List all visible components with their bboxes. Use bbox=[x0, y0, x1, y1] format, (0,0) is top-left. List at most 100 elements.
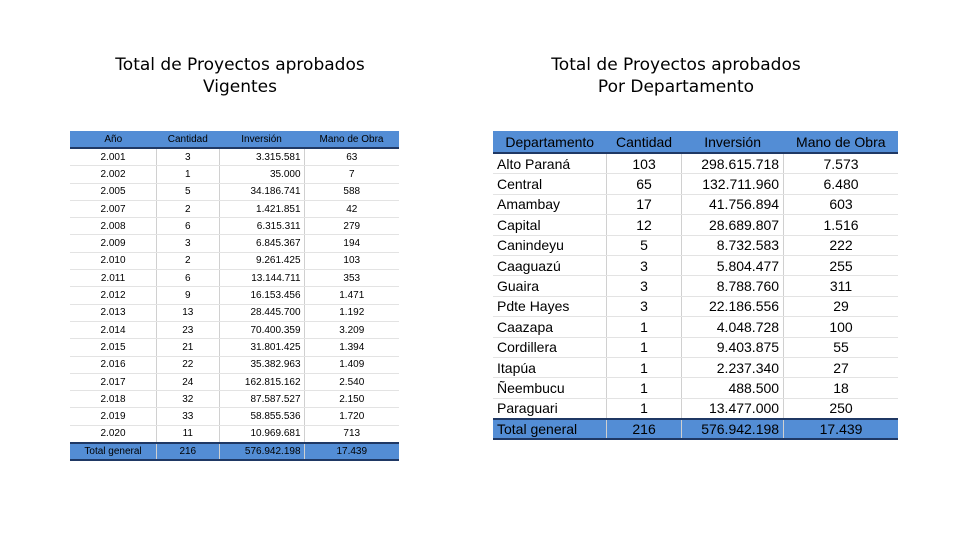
cell-quantity: 216 bbox=[156, 442, 220, 462]
cell-label: Amambay bbox=[493, 194, 607, 216]
cell-quantity: 1 bbox=[605, 316, 682, 338]
cell-labor: 2.540 bbox=[303, 373, 399, 392]
left-title-line1: Total de Proyectos aprobados bbox=[115, 55, 365, 75]
cell-labor: 1.720 bbox=[303, 407, 399, 426]
header-quantity: Cantidad bbox=[606, 131, 682, 154]
cell-investment: 31.801.425 bbox=[218, 338, 305, 357]
cell-label: Canindeyu bbox=[493, 235, 607, 256]
cell-investment: 8.788.760 bbox=[681, 275, 784, 297]
cell-labor: 63 bbox=[303, 148, 399, 167]
table-row: Guaira 3 8.788.760 311 bbox=[493, 275, 898, 297]
cell-investment: 5.804.477 bbox=[681, 255, 784, 277]
table-row: Caazapa 1 4.048.728 100 bbox=[493, 316, 898, 338]
cell-label: 2.018 bbox=[70, 390, 157, 409]
vigentes-table: Año Cantidad Inversión Mano de Obra 2.00… bbox=[70, 131, 399, 462]
cell-investment: 34.186.741 bbox=[218, 183, 305, 201]
cell-quantity: 11 bbox=[156, 425, 220, 444]
cell-label: 2.014 bbox=[70, 321, 157, 340]
cell-label: 2.010 bbox=[70, 252, 157, 271]
cell-labor: 588 bbox=[303, 183, 399, 201]
cell-label: 2.001 bbox=[70, 148, 157, 167]
cell-quantity: 2 bbox=[156, 252, 220, 271]
cell-labor: 42 bbox=[303, 200, 399, 219]
header-labor: Mano de Obra bbox=[304, 131, 399, 149]
cell-label: Capital bbox=[493, 214, 607, 236]
cell-quantity: 1 bbox=[605, 398, 682, 420]
cell-labor: 29 bbox=[783, 296, 898, 318]
cell-labor: 603 bbox=[783, 194, 898, 216]
departamentos-table: Departamento Cantidad Inversión Mano de … bbox=[493, 131, 898, 441]
cell-investment: 576.942.198 bbox=[218, 442, 305, 462]
table-row: 2.001 3 3.315.581 63 bbox=[70, 148, 399, 167]
cell-labor: 279 bbox=[303, 217, 399, 236]
table-row: 2.015 21 31.801.425 1.394 bbox=[70, 338, 399, 357]
cell-quantity: 21 bbox=[156, 338, 220, 357]
table-row: 2.019 33 58.855.536 1.720 bbox=[70, 407, 399, 426]
cell-label: Paraguari bbox=[493, 398, 607, 420]
total-label: Total general bbox=[70, 442, 157, 462]
table-row: 2.005 5 34.186.741 588 bbox=[70, 183, 399, 201]
cell-label: 2.007 bbox=[70, 200, 157, 219]
cell-investment: 13.144.711 bbox=[218, 269, 305, 288]
cell-quantity: 1 bbox=[605, 337, 682, 358]
cell-labor: 55 bbox=[783, 337, 898, 358]
total-row: Total general 216 576.942.198 17.439 bbox=[493, 418, 898, 441]
table-row: 2.007 2 1.421.851 42 bbox=[70, 200, 399, 219]
cell-label: Pdte Hayes bbox=[493, 296, 607, 318]
cell-labor: 1.394 bbox=[303, 338, 399, 357]
cell-quantity: 6 bbox=[156, 217, 220, 236]
cell-investment: 6.845.367 bbox=[218, 234, 305, 253]
cell-quantity: 23 bbox=[156, 321, 220, 340]
cell-quantity: 2 bbox=[156, 200, 220, 219]
vigentes-header-row: Año Cantidad Inversión Mano de Obra bbox=[70, 131, 399, 149]
cell-labor: 194 bbox=[303, 234, 399, 253]
cell-investment: 13.477.000 bbox=[681, 398, 784, 420]
cell-investment: 9.261.425 bbox=[218, 252, 305, 271]
table-row: 2.012 9 16.153.456 1.471 bbox=[70, 286, 399, 305]
cell-investment: 1.421.851 bbox=[218, 200, 305, 219]
cell-investment: 6.315.311 bbox=[218, 217, 305, 236]
table-row: Canindeyu 5 8.732.583 222 bbox=[493, 235, 898, 256]
cell-quantity: 65 bbox=[605, 173, 682, 195]
cell-label: Ñeembucu bbox=[493, 377, 607, 399]
table-row: Capital 12 28.689.807 1.516 bbox=[493, 214, 898, 236]
cell-investment: 58.855.536 bbox=[218, 407, 305, 426]
cell-labor: 17.439 bbox=[783, 418, 898, 441]
cell-labor: 1.192 bbox=[303, 304, 399, 322]
departamentos-header-row: Departamento Cantidad Inversión Mano de … bbox=[493, 131, 898, 154]
header-investment: Inversión bbox=[681, 131, 784, 154]
table-row: 2.013 13 28.445.700 1.192 bbox=[70, 304, 399, 322]
cell-label: 2.002 bbox=[70, 165, 157, 184]
cell-labor: 255 bbox=[783, 255, 898, 277]
table-row: 2.009 3 6.845.367 194 bbox=[70, 234, 399, 253]
cell-investment: 4.048.728 bbox=[681, 316, 784, 338]
table-row: Itapúa 1 2.237.340 27 bbox=[493, 357, 898, 379]
table-row: Amambay 17 41.756.894 603 bbox=[493, 194, 898, 216]
cell-investment: 28.445.700 bbox=[218, 304, 305, 322]
cell-quantity: 3 bbox=[156, 234, 220, 253]
cell-label: 2.017 bbox=[70, 373, 157, 392]
cell-label: 2.019 bbox=[70, 407, 157, 426]
cell-quantity: 5 bbox=[605, 235, 682, 256]
table-row: Alto Paraná 103 298.615.718 7.573 bbox=[493, 153, 898, 175]
right-title-line1: Total de Proyectos aprobados bbox=[551, 55, 801, 75]
cell-labor: 3.209 bbox=[303, 321, 399, 340]
cell-investment: 16.153.456 bbox=[218, 286, 305, 305]
cell-label: 2.008 bbox=[70, 217, 157, 236]
table-row: Caaguazú 3 5.804.477 255 bbox=[493, 255, 898, 277]
table-row: 2.017 24 162.815.162 2.540 bbox=[70, 373, 399, 392]
cell-quantity: 103 bbox=[605, 153, 682, 175]
cell-investment: 8.732.583 bbox=[681, 235, 784, 256]
table-row: 2.002 1 35.000 7 bbox=[70, 165, 399, 184]
cell-investment: 70.400.359 bbox=[218, 321, 305, 340]
cell-investment: 3.315.581 bbox=[218, 148, 305, 167]
cell-labor: 2.150 bbox=[303, 390, 399, 409]
cell-label: 2.005 bbox=[70, 183, 157, 201]
cell-investment: 2.237.340 bbox=[681, 357, 784, 379]
table-row: 2.016 22 35.382.963 1.409 bbox=[70, 356, 399, 374]
cell-label: Alto Paraná bbox=[493, 153, 607, 175]
cell-quantity: 6 bbox=[156, 269, 220, 288]
cell-label: Central bbox=[493, 173, 607, 195]
cell-quantity: 32 bbox=[156, 390, 220, 409]
right-slide-title: Total de Proyectos aprobados Por Departa… bbox=[500, 54, 852, 98]
